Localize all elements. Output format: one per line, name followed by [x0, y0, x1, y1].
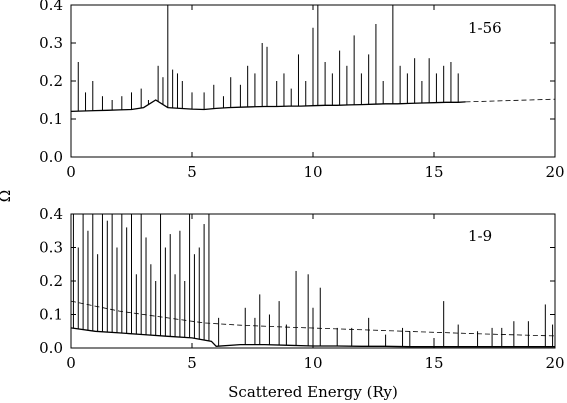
panel-label: 1-56	[468, 19, 502, 37]
x-tick-label: 15	[424, 354, 443, 372]
y-tick-label: 0.4	[39, 0, 63, 14]
y-tick-label: 0.1	[39, 110, 63, 128]
y-tick-label: 0.0	[39, 148, 63, 166]
panel-label: 1-9	[468, 227, 492, 245]
resonance-peaks	[77, 5, 459, 112]
y-axis-title: Ω	[0, 190, 14, 202]
x-tick-labels: 0 5 10 15 20	[66, 354, 564, 372]
y-tick-label: 0.3	[39, 34, 63, 52]
solid-curve	[70, 99, 466, 113]
axis-ticks	[70, 4, 556, 158]
y-tick-label: 0.2	[39, 72, 63, 90]
x-tick-label: 0	[66, 354, 76, 372]
x-axis-title: Scattered Energy (Ry)	[228, 383, 398, 401]
x-tick-label: 5	[187, 163, 197, 181]
y-tick-labels: 0.0 0.1 0.2 0.3 0.4	[39, 205, 63, 357]
x-tick-label: 20	[545, 163, 564, 181]
x-tick-label: 10	[303, 163, 322, 181]
x-tick-label: 20	[545, 354, 564, 372]
dashed-curve	[465, 98, 556, 103]
axis-ticks	[70, 213, 556, 349]
y-tick-label: 0.0	[39, 339, 63, 357]
panel-bottom: 0.0 0.1 0.2 0.3 0.4 0 5 10 15 20 1-9	[39, 205, 564, 372]
x-tick-label: 5	[187, 354, 197, 372]
y-tick-label: 0.3	[39, 239, 63, 257]
background-curves	[70, 98, 556, 113]
x-tick-label: 10	[303, 354, 322, 372]
dashed-curve	[70, 300, 556, 337]
resonance-peaks	[72, 214, 554, 347]
background-curves	[70, 300, 556, 348]
x-tick-labels: 0 5 10 15 20	[66, 163, 564, 181]
y-tick-labels: 0.0 0.1 0.2 0.3 0.4	[39, 0, 63, 166]
solid-curve	[70, 327, 555, 348]
y-tick-label: 0.4	[39, 205, 63, 223]
panel-top: 0.0 0.1 0.2 0.3 0.4 0 5 10 15 20 1-56	[39, 0, 564, 181]
x-tick-label: 15	[424, 163, 443, 181]
y-tick-label: 0.1	[39, 306, 63, 324]
y-tick-label: 0.2	[39, 272, 63, 290]
x-tick-label: 0	[66, 163, 76, 181]
